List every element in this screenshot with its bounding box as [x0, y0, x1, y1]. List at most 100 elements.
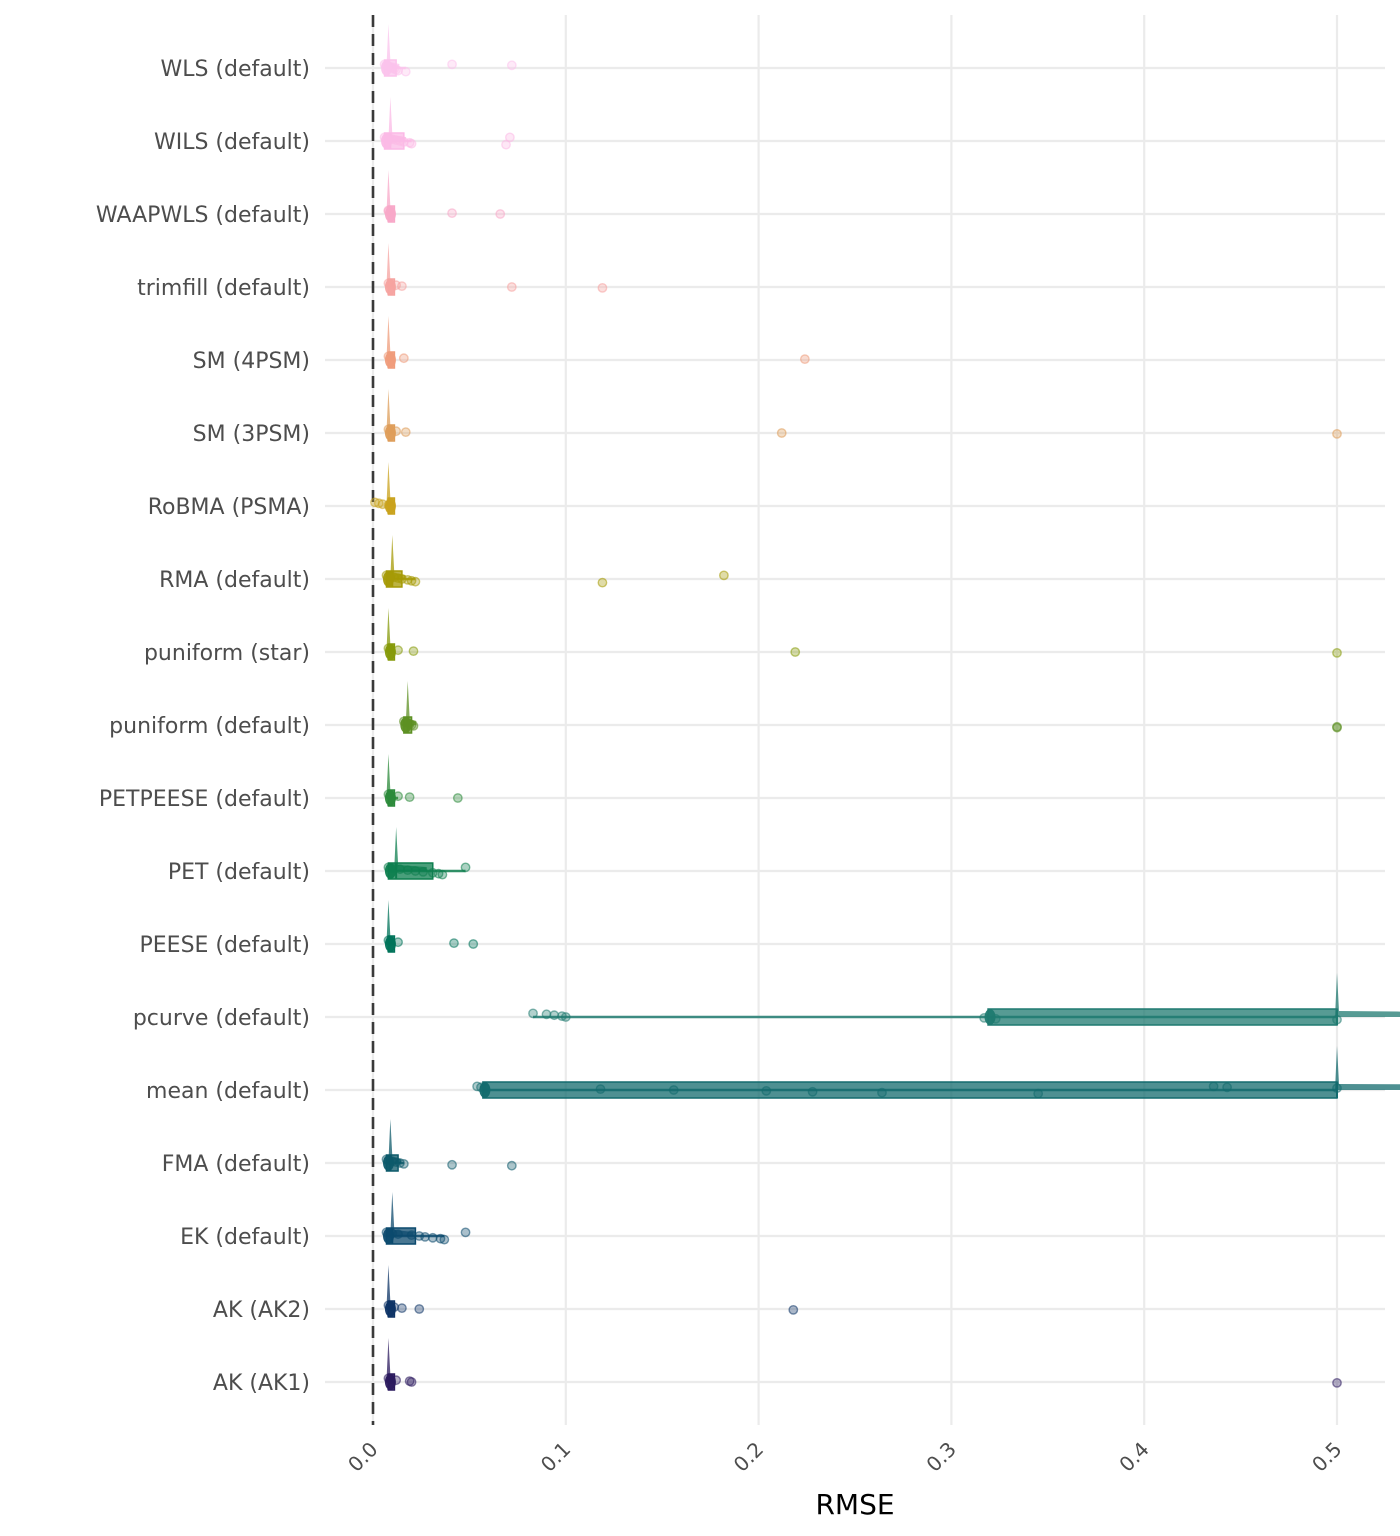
core-cluster [382, 1155, 394, 1171]
density-violin [386, 243, 394, 287]
core-cluster [384, 1374, 396, 1390]
data-point [439, 1234, 450, 1245]
series-pcurve-default- [528, 973, 1400, 1026]
data-point [560, 1012, 571, 1022]
data-point [1332, 1378, 1342, 1388]
y-tick-label: WAAPWLS (default) [96, 203, 310, 228]
y-tick-label: puniform (star) [144, 641, 310, 666]
data-point [449, 938, 459, 948]
data-point [406, 138, 417, 149]
series-trimfill-default- [383, 243, 608, 296]
density-violin [405, 681, 417, 725]
data-point [790, 647, 801, 657]
data-point [447, 1159, 457, 1170]
core-cluster [382, 571, 394, 587]
series-ak-ak1- [383, 1338, 1342, 1391]
data-point [397, 1303, 407, 1314]
data-point [460, 862, 471, 873]
data-marks [370, 24, 1400, 1391]
series-robma-psma- [370, 462, 396, 515]
data-point [398, 353, 409, 364]
series-petpeese-default- [383, 754, 463, 807]
core-cluster [400, 717, 412, 733]
core-cluster [384, 790, 396, 806]
data-point [1332, 428, 1342, 439]
y-tick-label: AK (AK2) [213, 1298, 310, 1323]
core-cluster [384, 498, 396, 514]
box [482, 1081, 1338, 1099]
core-cluster [384, 863, 396, 879]
data-point [393, 1229, 403, 1240]
data-point [408, 646, 419, 656]
data-point [1033, 1088, 1044, 1099]
data-point [506, 282, 517, 292]
series-wils-default- [379, 97, 515, 150]
series-puniform-star- [383, 608, 1342, 661]
y-tick-label: RMA (default) [159, 568, 310, 593]
data-point [506, 1160, 517, 1171]
box [987, 1008, 1338, 1026]
data-point [506, 60, 517, 71]
series-peese-default- [383, 900, 479, 953]
core-cluster [384, 644, 396, 660]
x-axis-title: RMSE [815, 1488, 894, 1521]
data-point [799, 354, 810, 364]
data-point [877, 1087, 887, 1098]
y-tick-label: SM (4PSM) [193, 349, 310, 374]
data-point [397, 281, 407, 291]
data-point [460, 1227, 471, 1238]
series-mean-default- [472, 1046, 1400, 1099]
core-cluster [384, 279, 396, 295]
data-point [1208, 1081, 1219, 1092]
y-tick-label: pcurve (default) [133, 1006, 310, 1031]
y-tick-label: SM (3PSM) [193, 422, 310, 447]
series-puniform-default- [398, 681, 1342, 734]
density-violin [1335, 973, 1400, 1017]
data-point [468, 939, 479, 949]
x-tick-label: 0.0 [343, 1437, 382, 1476]
series-sm-4psm- [383, 316, 810, 369]
core-cluster [382, 1228, 394, 1244]
x-tick-label: 0.1 [536, 1437, 575, 1476]
y-tick-label: WILS (default) [154, 130, 310, 155]
density-violin [388, 1119, 402, 1163]
y-tick-label: trimfill (default) [137, 276, 310, 301]
y-tick-label: puniform (default) [109, 714, 310, 739]
core-cluster [384, 352, 396, 368]
data-point [400, 427, 411, 437]
y-tick-label: PEESE (default) [140, 933, 311, 958]
density-violin [386, 1265, 394, 1309]
y-tick-label: RoBMA (PSMA) [148, 495, 310, 520]
density-violin [386, 900, 394, 944]
core-cluster [384, 936, 396, 952]
series-sm-3psm- [383, 389, 1342, 442]
y-tick-label: mean (default) [146, 1079, 310, 1104]
y-tick-label: WLS (default) [160, 57, 310, 82]
x-tick-label: 0.4 [1114, 1437, 1153, 1476]
data-point [1222, 1082, 1233, 1093]
density-violin [386, 754, 395, 798]
series-wls-default- [379, 24, 517, 77]
series-fma-default- [381, 1119, 517, 1172]
density-violin [386, 170, 394, 214]
x-tick-label: 0.3 [921, 1437, 960, 1476]
data-point [398, 1159, 409, 1169]
data-point [597, 577, 608, 588]
data-point [807, 1086, 818, 1097]
y-tick-label: AK (AK1) [213, 1371, 310, 1396]
data-point [437, 869, 448, 880]
data-point [447, 208, 457, 219]
core-cluster [381, 133, 393, 149]
data-point [418, 867, 429, 877]
data-point [776, 428, 787, 438]
y-tick-label: PET (default) [168, 860, 310, 885]
x-tick-label: 0.2 [729, 1437, 768, 1476]
data-point [668, 1085, 679, 1095]
data-point [447, 59, 457, 70]
data-point [452, 793, 463, 803]
y-tick-label: EK (default) [180, 1225, 310, 1250]
core-cluster [384, 206, 396, 222]
data-point [718, 570, 729, 581]
series-waapwls-default- [383, 170, 506, 223]
